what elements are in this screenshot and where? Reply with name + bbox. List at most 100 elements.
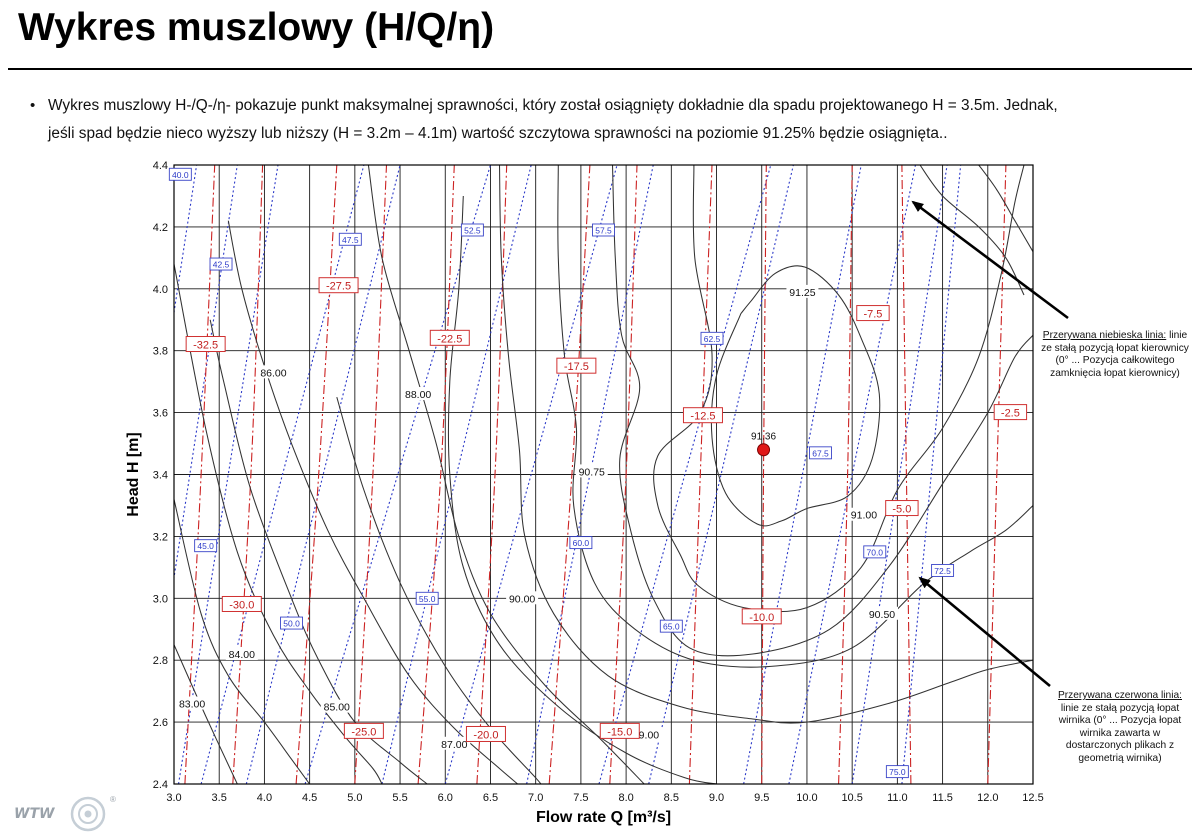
guide-vane-label-text: 47.5 bbox=[342, 235, 359, 245]
runner-blade-label-box bbox=[556, 357, 597, 374]
x-axis-label: Flow rate Q [m³/s] bbox=[536, 809, 671, 826]
runner-blade-label-box bbox=[741, 608, 782, 625]
guide-vane-label-text: 42.5 bbox=[213, 260, 230, 270]
efficiency-label: 90.75 bbox=[575, 464, 608, 478]
annotation-red-body: linie ze stałą pozycją łopat wirnika (0°… bbox=[1058, 702, 1182, 764]
efficiency-label-text: 90.75 bbox=[579, 466, 605, 478]
efficiency-label: 90.00 bbox=[506, 591, 539, 605]
runner-blade-label: -20.0 bbox=[465, 725, 506, 742]
x-tick-label: 3.5 bbox=[212, 792, 227, 804]
guide-vane-label-text: 75.0 bbox=[889, 767, 906, 777]
runner-blade-line bbox=[548, 165, 591, 784]
runner-blade-label-text: -32.5 bbox=[193, 340, 218, 352]
guide-vane-label-box bbox=[460, 223, 484, 237]
efficiency-contour bbox=[611, 165, 1033, 657]
guide-vane-label-box bbox=[592, 223, 615, 237]
y-tick-label: 3.4 bbox=[153, 470, 168, 482]
runner-blade-line bbox=[761, 165, 767, 784]
guide-vane-label: 50.0 bbox=[280, 616, 303, 630]
x-tick-label: 8.5 bbox=[664, 792, 679, 804]
guide-vane-label: 72.5 bbox=[931, 563, 955, 577]
efficiency-label-text: 84.00 bbox=[229, 649, 255, 661]
runner-blade-line bbox=[354, 165, 388, 784]
annotation-red-title: Przerywana czerwona linia: bbox=[1057, 690, 1182, 701]
runner-blade-label-text: -25.0 bbox=[351, 726, 376, 738]
efficiency-label: 85.00 bbox=[320, 699, 353, 714]
efficiency-label: 86.00 bbox=[257, 365, 290, 379]
runner-blade-label-text: -17.5 bbox=[564, 361, 589, 373]
guide-vane-label-box bbox=[931, 563, 955, 577]
guide-vane-label-box bbox=[863, 545, 887, 559]
runner-blade-label: -5.0 bbox=[885, 500, 919, 517]
runner-blade-label-text: -10.0 bbox=[749, 612, 774, 624]
y-tick-label: 2.6 bbox=[153, 717, 168, 729]
runner-blade-label-box bbox=[429, 329, 470, 346]
guide-vane-label: 42.5 bbox=[209, 257, 233, 271]
guide-vane-label-box bbox=[809, 446, 832, 460]
guide-vane-label-box bbox=[415, 591, 439, 605]
runner-blade-label-box bbox=[465, 725, 506, 742]
guide-vane-label: 62.5 bbox=[700, 331, 724, 345]
efficiency-contour bbox=[498, 165, 1033, 724]
efficiency-label-text: 83.00 bbox=[179, 699, 205, 711]
guide-vane-label: 65.0 bbox=[659, 619, 683, 633]
registered-mark: ® bbox=[110, 795, 116, 804]
efficiency-contour bbox=[919, 165, 1025, 296]
runner-blade-line bbox=[838, 165, 853, 784]
efficiency-label: 87.00 bbox=[438, 736, 471, 751]
efficiency-label-text: 85.00 bbox=[324, 702, 350, 714]
efficiency-label-bg bbox=[847, 507, 880, 521]
guide-vane-line bbox=[245, 165, 401, 784]
efficiency-label-bg bbox=[257, 365, 290, 379]
runner-blade-label-box bbox=[682, 407, 723, 424]
runner-blade-label: -30.0 bbox=[221, 595, 262, 612]
y-tick-label: 4.0 bbox=[153, 284, 168, 296]
x-tick-label: 5.0 bbox=[347, 792, 362, 804]
runner-blade-label-box bbox=[885, 500, 919, 517]
runner-blade-label-box bbox=[343, 722, 384, 739]
runner-blade-line bbox=[476, 165, 508, 784]
efficiency-label-bg bbox=[402, 387, 435, 401]
efficiency-label-bg bbox=[575, 464, 608, 478]
runner-blade-label: -32.5 bbox=[185, 336, 226, 353]
runner-blade-label-text: -30.0 bbox=[229, 599, 254, 611]
x-tick-label: 10.0 bbox=[796, 792, 817, 804]
guide-vane-label-text: 70.0 bbox=[866, 547, 883, 557]
y-tick-label: 4.2 bbox=[153, 222, 168, 234]
efficiency-contour bbox=[209, 319, 428, 784]
runner-blade-line bbox=[901, 165, 912, 784]
efficiency-label-text: 86.00 bbox=[260, 367, 286, 379]
y-tick-label: 4.4 bbox=[153, 160, 168, 172]
efficiency-label: 88.00 bbox=[402, 387, 435, 401]
page-title: Wykres muszlowy (H/Q/η) bbox=[18, 6, 495, 49]
runner-blade-label-box bbox=[856, 305, 890, 322]
guide-vane-line bbox=[200, 165, 365, 784]
guide-vane-label: 60.0 bbox=[569, 536, 593, 550]
runner-blade-line bbox=[609, 165, 638, 784]
guide-vane-label-text: 62.5 bbox=[704, 334, 721, 344]
annotation-red: Przerywana czerwona linia: linie ze stał… bbox=[1050, 690, 1190, 766]
guide-vane-label-text: 67.5 bbox=[812, 448, 829, 458]
runner-blade-label-text: -15.0 bbox=[607, 726, 632, 738]
guide-vane-line bbox=[901, 165, 962, 784]
x-tick-label: 9.0 bbox=[709, 792, 724, 804]
runner-blade-label-box bbox=[599, 722, 640, 739]
efficiency-label-bg bbox=[506, 591, 539, 605]
bullet-dot: • bbox=[30, 97, 36, 114]
x-tick-label: 6.5 bbox=[483, 792, 498, 804]
runner-blade-line bbox=[417, 165, 455, 784]
runner-blade-label: -15.0 bbox=[599, 722, 640, 739]
runner-blade-line bbox=[295, 165, 338, 784]
blue-annotation-arrow bbox=[911, 200, 1069, 320]
y-tick-label: 3.0 bbox=[153, 593, 168, 605]
annotation-blue-body: linie ze stałą pozycją łopat kierownicy … bbox=[1041, 330, 1189, 379]
runner-blade-label: -27.5 bbox=[318, 277, 359, 294]
runner-blade-label: -10.0 bbox=[741, 608, 782, 625]
logo-emblem-icon bbox=[70, 796, 106, 832]
efficiency-label: 84.00 bbox=[225, 647, 258, 661]
x-tick-label: 9.5 bbox=[754, 792, 769, 804]
guide-vane-label-box bbox=[659, 619, 683, 633]
runner-blade-label: -2.5 bbox=[993, 404, 1028, 421]
guide-vane-label-text: 60.0 bbox=[573, 538, 590, 548]
